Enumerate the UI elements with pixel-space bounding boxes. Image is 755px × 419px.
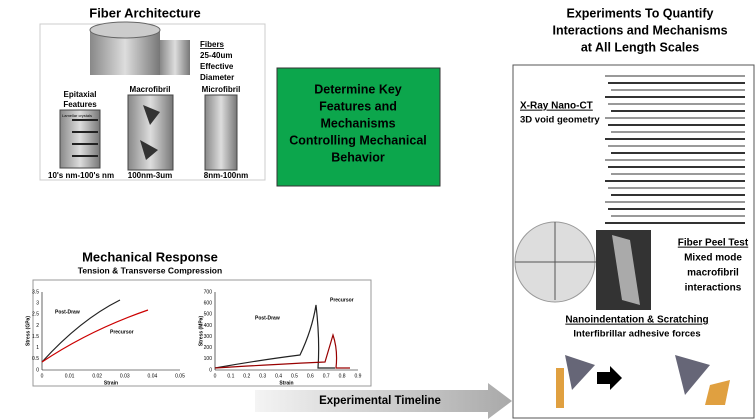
y-tick-label: 2.5 [32, 312, 39, 318]
y-tick-label: 0 [209, 367, 212, 373]
text: 3D void geometry [520, 115, 600, 126]
x-tick-label: 0.5 [291, 373, 298, 379]
y-tick-label: 0.5 [32, 356, 39, 362]
x-axis-label: Strain [104, 380, 118, 386]
y-axis-label: Stress (MPa) [198, 316, 204, 347]
curve-label: Post-Draw [55, 309, 80, 315]
y-tick-label: 3.5 [32, 289, 39, 295]
section-title: Mechanical Response [82, 249, 218, 264]
label: Features [63, 100, 97, 109]
section-subtitle: Tension & Transverse Compression [78, 265, 222, 275]
section-title: Fiber Architecture [89, 5, 201, 20]
slide: Fiber Architecture Fibers 25-40um Effect… [0, 0, 755, 419]
label: Macrofibril [130, 85, 171, 94]
heading: Fiber Peel Test [678, 238, 749, 249]
title-line: Interactions and Mechanisms [552, 23, 727, 37]
y-tick-label: 100 [204, 356, 213, 362]
x-tick-label: 0.02 [92, 373, 102, 379]
y-tick-label: 0 [36, 367, 39, 373]
text-line: Mixed mode [684, 253, 742, 264]
x-tick-label: 0.9 [355, 373, 362, 379]
key-line: Mechanisms [320, 116, 395, 130]
title-line: at All Length Scales [581, 40, 699, 54]
x-tick-label: 0.03 [120, 373, 130, 379]
x-tick-label: 0.8 [339, 373, 346, 379]
x-tick-label: 0.3 [259, 373, 266, 379]
y-tick-label: 200 [204, 345, 213, 351]
x-tick-label: 0.6 [307, 373, 314, 379]
y-tick-label: 600 [204, 300, 213, 306]
curve-label: Post-Draw [255, 315, 280, 321]
y-tick-label: 1 [36, 345, 39, 351]
y-tick-label: 500 [204, 312, 213, 318]
label: 10's nm-100's nm [48, 171, 114, 180]
label: 100nm-3um [128, 171, 172, 180]
label: Effective [200, 62, 234, 71]
label: 8nm-100nm [204, 171, 248, 180]
x-tick-label: 0.1 [227, 373, 234, 379]
x-axis-label: Strain [279, 380, 293, 386]
heading: X-Ray Nano-CT [520, 101, 593, 112]
curve-label: Precursor [330, 297, 354, 303]
y-tick-label: 2 [36, 323, 39, 329]
peel-text: Mixed mode macrofibril interactions [684, 253, 742, 294]
label: Lamellar crystals [62, 113, 92, 118]
y-tick-label: 3 [36, 300, 39, 306]
text-line: interactions [685, 283, 742, 294]
x-tick-label: 0.05 [175, 373, 185, 379]
key-line: Controlling Mechanical [289, 133, 427, 147]
x-tick-label: 0 [41, 373, 44, 379]
label: Microfibril [202, 85, 241, 94]
x-tick-label: 0 [214, 373, 217, 379]
x-tick-label: 0.04 [148, 373, 158, 379]
key-line: Features and [319, 99, 397, 113]
y-tick-label: 700 [204, 289, 213, 295]
x-tick-label: 0.7 [323, 373, 330, 379]
heading: Nanoindentation & Scratching [565, 315, 708, 326]
label: 25-40um [200, 51, 232, 60]
experiments-title: Experiments To Quantify Interactions and … [552, 6, 727, 54]
curve-label: Precursor [110, 329, 134, 335]
key-line: Behavior [331, 150, 385, 164]
text-line: macrofibril [687, 268, 739, 279]
text: Interfibrillar adhesive forces [573, 329, 700, 340]
label: Fibers [200, 40, 225, 49]
y-axis-label: Stress (GPa) [25, 316, 31, 346]
label: Diameter [200, 73, 234, 82]
page: Fiber Architecture Fibers 25-40um Effect… [0, 0, 755, 419]
y-tick-label: 400 [204, 323, 213, 329]
y-tick-label: 1.5 [32, 334, 39, 340]
timeline-label: Experimental Timeline [319, 395, 441, 407]
x-tick-label: 0.2 [243, 373, 250, 379]
y-tick-label: 300 [204, 334, 213, 340]
label: Epitaxial [64, 90, 97, 99]
key-line: Determine Key [314, 82, 402, 96]
title-line: Experiments To Quantify [566, 6, 713, 20]
x-tick-label: 0.4 [275, 373, 282, 379]
x-tick-label: 0.01 [65, 373, 75, 379]
